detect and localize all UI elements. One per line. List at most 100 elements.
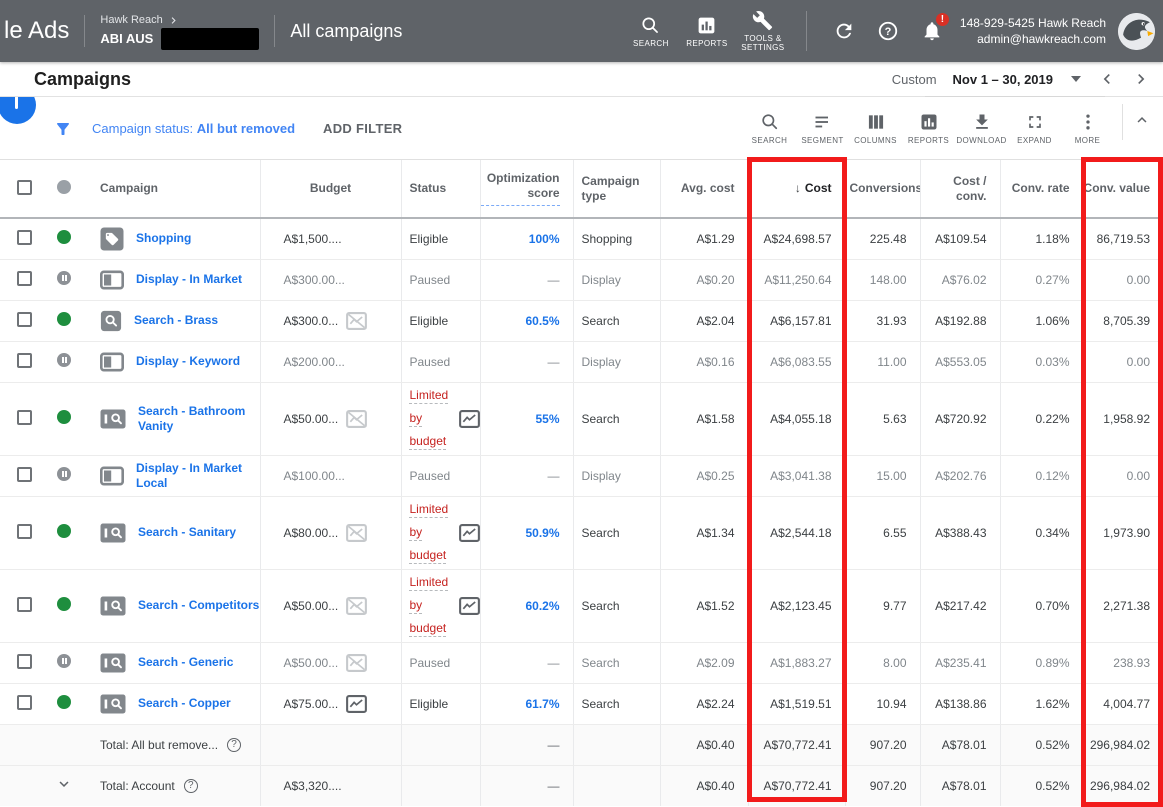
col-header-cost[interactable]: ↓ Cost <box>747 160 845 219</box>
campaign-link[interactable]: Search - Copper <box>138 696 231 710</box>
row-checkbox[interactable] <box>16 653 32 669</box>
status-limited-by-budget[interactable]: Limited by budget <box>409 502 449 562</box>
date-range-picker[interactable]: Custom Nov 1 – 30, 2019 <box>892 69 1163 89</box>
bid-strategy-chart-icon[interactable] <box>459 597 480 615</box>
col-header-status[interactable]: Status <box>400 160 480 219</box>
budget-cell[interactable]: A$1,500.... <box>283 231 342 246</box>
topbar-tools-settings-button[interactable]: TOOLS & SETTINGS <box>735 10 791 52</box>
col-header-campaign-type[interactable]: Campaign type <box>572 160 660 219</box>
optimization-score-link[interactable]: 60.2% <box>525 598 560 613</box>
enabled-status-dot[interactable] <box>57 230 71 245</box>
more-button[interactable]: MORE <box>1061 112 1114 145</box>
bid-strategy-disabled-icon[interactable] <box>346 312 367 330</box>
enabled-status-dot[interactable] <box>57 524 71 538</box>
expand-totals-button[interactable] <box>55 775 73 793</box>
paused-status-dot[interactable] <box>57 271 71 285</box>
notifications-button[interactable] <box>910 11 954 42</box>
budget-cell[interactable]: A$50.00... <box>261 597 401 615</box>
enabled-status-dot[interactable] <box>57 410 71 424</box>
row-checkbox[interactable] <box>16 409 32 425</box>
avatar[interactable] <box>1118 12 1155 50</box>
refresh-button[interactable] <box>822 20 866 42</box>
select-all-checkbox[interactable] <box>16 179 32 195</box>
bid-strategy-chart-icon[interactable] <box>459 524 480 542</box>
row-checkbox[interactable] <box>16 311 32 327</box>
bid-strategy-disabled-icon[interactable] <box>346 410 367 428</box>
campaign-link[interactable]: Search - Competitors <box>138 598 260 612</box>
add-filter-button[interactable]: ADD FILTER <box>323 121 403 136</box>
help-circle-icon[interactable] <box>183 778 198 793</box>
row-checkbox[interactable] <box>16 466 32 482</box>
col-header-cost-per-conv[interactable]: Cost / conv. <box>919 160 1000 219</box>
row-checkbox[interactable] <box>16 270 32 286</box>
segment-button[interactable]: SEGMENT <box>796 112 849 145</box>
campaign-link[interactable]: Search - Brass <box>134 313 219 327</box>
status-limited-by-budget[interactable]: Limited by budget <box>409 388 449 448</box>
bid-strategy-disabled-icon[interactable] <box>346 597 367 615</box>
budget-cell[interactable]: A$80.00... <box>261 524 401 542</box>
paused-status-dot[interactable] <box>57 353 71 367</box>
col-header-conversions[interactable]: Conversions <box>844 160 920 219</box>
download-button[interactable]: DOWNLOAD <box>955 112 1008 145</box>
campaign-link[interactable]: Display - In Market Local <box>136 460 243 490</box>
bid-strategy-chart-icon[interactable] <box>346 695 367 713</box>
filter-funnel-icon[interactable] <box>54 120 72 138</box>
optimization-score-link[interactable]: 55% <box>535 411 560 426</box>
col-header-budget[interactable]: Budget <box>259 160 401 219</box>
enabled-status-dot[interactable] <box>57 312 71 326</box>
breadcrumb-parent[interactable]: Hawk Reach <box>100 13 163 26</box>
campaign-link[interactable]: Search - Bathroom Vanity <box>138 403 246 433</box>
topbar-search-button[interactable]: SEARCH <box>623 15 679 48</box>
caret-down-icon[interactable] <box>1071 76 1081 82</box>
campaign-status-filter-chip[interactable]: Campaign status: All but removed <box>92 121 296 136</box>
date-range-value[interactable]: Nov 1 – 30, 2019 <box>952 71 1053 87</box>
campaign-link[interactable]: Search - Sanitary <box>138 525 237 539</box>
col-header-conv-rate[interactable]: Conv. rate <box>999 160 1083 219</box>
col-header-conv-value[interactable]: Conv. value <box>1082 160 1163 219</box>
table-search-button[interactable]: SEARCH <box>743 112 796 145</box>
budget-cell[interactable]: A$50.00... <box>261 654 401 672</box>
optimization-score-link[interactable]: 60.5% <box>525 313 560 328</box>
expand-button[interactable]: EXPAND <box>1008 112 1061 145</box>
previous-period-button[interactable] <box>1097 69 1117 89</box>
col-header-optimization-score[interactable]: Optimization score <box>479 160 573 219</box>
topbar-reports-button[interactable]: REPORTS <box>679 15 735 48</box>
bid-strategy-chart-icon[interactable] <box>459 410 480 428</box>
enabled-status-dot[interactable] <box>57 597 71 611</box>
account-breadcrumb[interactable]: Hawk Reach ABI AUS <box>100 13 260 50</box>
row-checkbox[interactable] <box>16 229 32 245</box>
optimization-score-link[interactable]: 100% <box>528 231 560 246</box>
budget-cell[interactable]: A$75.00... <box>261 695 401 713</box>
col-header-campaign[interactable]: Campaign <box>90 160 260 219</box>
optimization-score-link[interactable]: 50.9% <box>525 525 560 540</box>
bid-strategy-disabled-icon[interactable] <box>346 654 367 672</box>
row-checkbox[interactable] <box>16 352 32 368</box>
conv-rate-cell: 1.18% <box>999 218 1083 260</box>
table-reports-button[interactable]: REPORTS <box>902 112 955 145</box>
paused-status-dot[interactable] <box>57 654 71 668</box>
help-button[interactable] <box>866 20 910 42</box>
campaign-link[interactable]: Display - In Market <box>136 272 243 286</box>
bid-strategy-disabled-icon[interactable] <box>346 524 367 542</box>
status-limited-by-budget[interactable]: Limited by budget <box>409 575 449 635</box>
help-circle-icon[interactable] <box>227 737 242 752</box>
account-name[interactable]: ABI AUS <box>100 31 154 46</box>
campaign-link[interactable]: Search - Generic <box>138 655 234 669</box>
next-period-button[interactable] <box>1131 69 1151 89</box>
enabled-status-dot[interactable] <box>57 695 71 709</box>
row-checkbox[interactable] <box>16 596 32 612</box>
budget-cell[interactable]: A$300.00... <box>283 272 345 287</box>
budget-cell[interactable]: A$100.00... <box>283 468 345 483</box>
campaign-link[interactable]: Display - Keyword <box>136 354 241 368</box>
optimization-score-link[interactable]: 61.7% <box>525 696 560 711</box>
paused-status-dot[interactable] <box>57 467 71 481</box>
col-header-avg-cost[interactable]: Avg. cost <box>659 160 748 219</box>
collapse-toolbar-button[interactable] <box>1133 111 1159 134</box>
campaign-link[interactable]: Shopping <box>136 231 192 246</box>
columns-button[interactable]: COLUMNS <box>849 112 902 145</box>
budget-cell[interactable]: A$300.0... <box>261 312 401 330</box>
budget-cell[interactable]: A$200.00... <box>283 354 345 369</box>
budget-cell[interactable]: A$50.00... <box>261 410 401 428</box>
row-checkbox[interactable] <box>16 523 32 539</box>
row-checkbox[interactable] <box>16 694 32 710</box>
